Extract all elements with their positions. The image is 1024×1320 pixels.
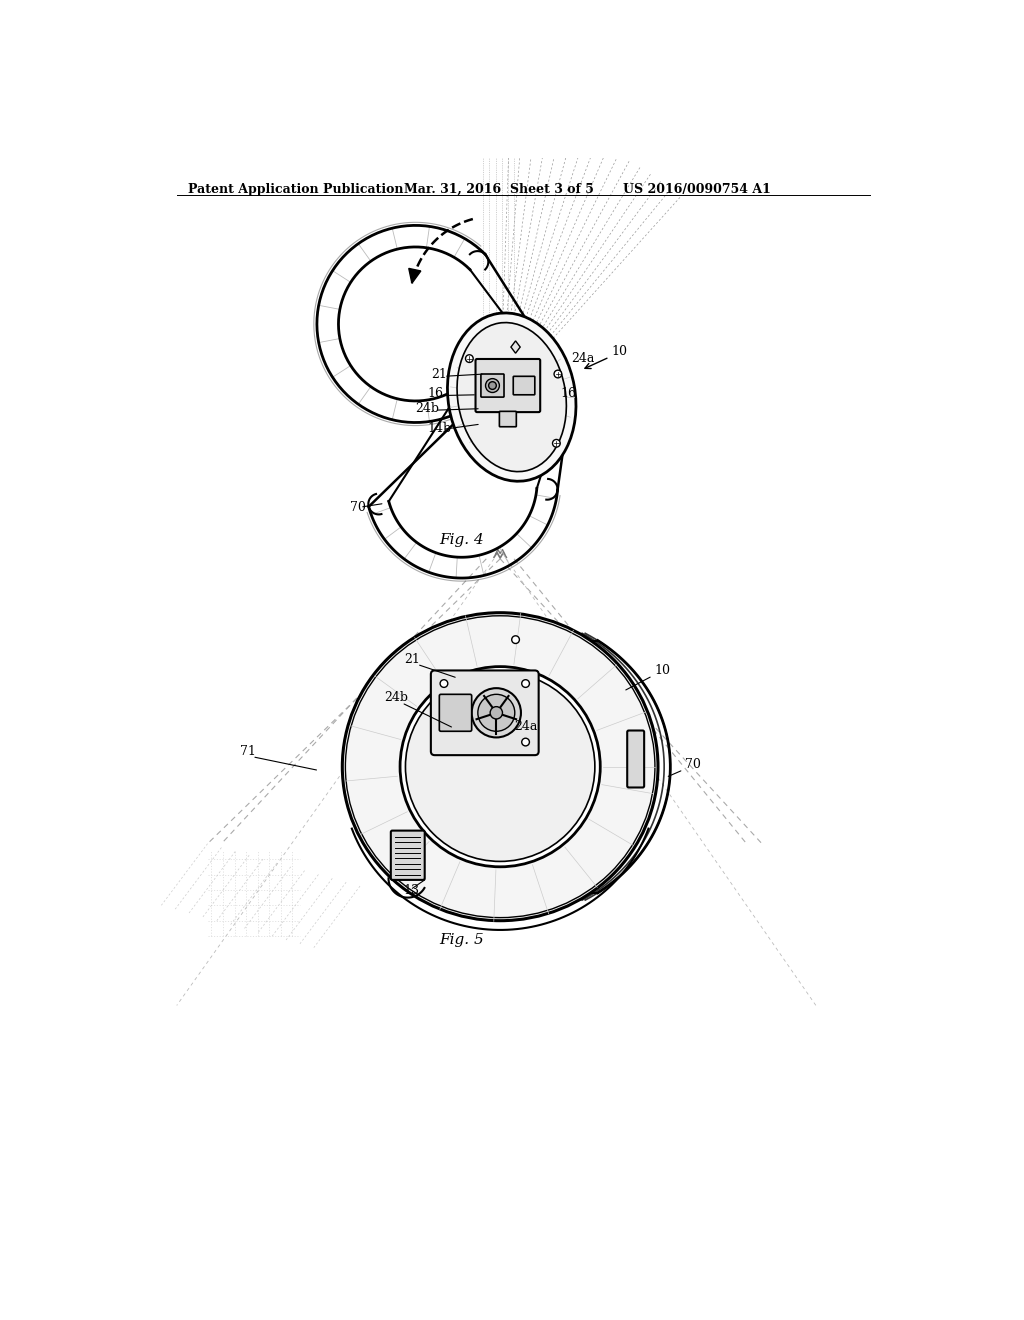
Text: Patent Application Publication: Patent Application Publication [188,183,403,197]
FancyBboxPatch shape [439,694,472,731]
Text: 24a: 24a [514,719,538,733]
Text: 13: 13 [403,884,420,896]
FancyBboxPatch shape [391,830,425,880]
Text: 24b: 24b [385,692,409,705]
Text: 14b: 14b [427,422,452,434]
Text: 70: 70 [350,502,366,513]
Text: 21: 21 [403,653,420,665]
Ellipse shape [447,313,575,482]
Circle shape [521,738,529,746]
Circle shape [466,355,473,363]
Text: 24b: 24b [416,403,439,416]
Text: 70: 70 [685,758,700,771]
Text: 10: 10 [611,345,628,358]
Text: 10: 10 [654,664,670,677]
Text: 24a: 24a [571,352,594,366]
Circle shape [440,680,447,688]
FancyBboxPatch shape [628,730,644,788]
Circle shape [490,706,503,719]
Circle shape [521,680,529,688]
Circle shape [554,370,562,378]
Circle shape [478,694,515,731]
Circle shape [512,636,519,644]
Circle shape [553,440,560,447]
Text: Mar. 31, 2016  Sheet 3 of 5: Mar. 31, 2016 Sheet 3 of 5 [403,183,594,197]
Circle shape [485,379,500,392]
Circle shape [472,688,521,738]
Text: 71: 71 [240,746,256,758]
Ellipse shape [457,322,566,471]
Text: Fig. 4: Fig. 4 [439,532,484,546]
FancyBboxPatch shape [431,671,539,755]
Ellipse shape [345,615,655,917]
Text: 21: 21 [431,368,446,381]
Ellipse shape [406,672,595,862]
FancyBboxPatch shape [513,376,535,395]
Text: US 2016/0090754 A1: US 2016/0090754 A1 [624,183,771,197]
Ellipse shape [400,667,600,867]
Text: 16: 16 [427,387,443,400]
FancyBboxPatch shape [475,359,541,412]
Text: 16: 16 [560,387,577,400]
Circle shape [488,381,497,389]
FancyBboxPatch shape [500,412,516,426]
Text: Fig. 5: Fig. 5 [439,933,484,946]
FancyBboxPatch shape [481,374,504,397]
Ellipse shape [342,612,658,921]
Polygon shape [409,268,421,284]
Polygon shape [511,341,520,354]
